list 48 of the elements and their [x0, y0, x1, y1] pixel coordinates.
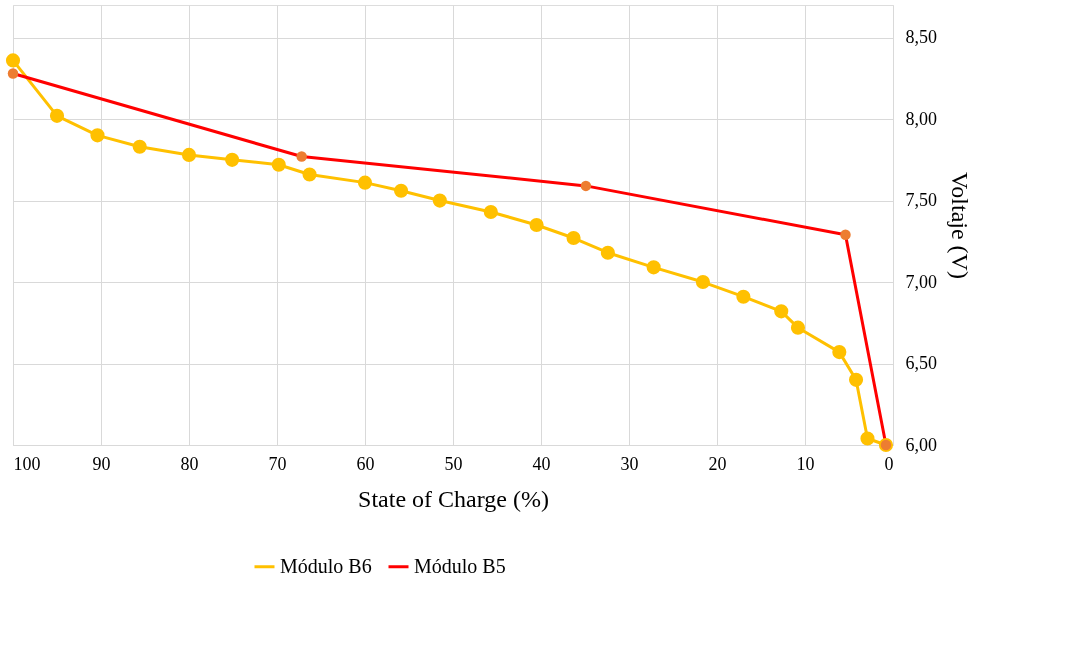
- point: [357, 175, 373, 190]
- point: [695, 274, 710, 290]
- point: [5, 53, 21, 68]
- point: [49, 108, 65, 123]
- x-tick-label: 60: [356, 453, 375, 474]
- x-tick-label: 0: [884, 453, 894, 474]
- x-tick-label: 80: [180, 453, 199, 474]
- point: [840, 229, 851, 241]
- point: [7, 68, 19, 79]
- legend-label: Módulo B6: [280, 554, 372, 577]
- point: [832, 345, 847, 360]
- y-tick-label: 8,00: [905, 108, 937, 129]
- point: [566, 230, 581, 246]
- point: [529, 217, 544, 233]
- x-tick-label: 40: [532, 453, 551, 474]
- point: [774, 304, 789, 319]
- x-tick-label: 70: [268, 453, 287, 474]
- y-tick-label: 6,00: [905, 434, 937, 455]
- point: [432, 193, 447, 208]
- point: [132, 139, 147, 154]
- point: [271, 157, 286, 172]
- x-tick-label: 50: [444, 453, 463, 474]
- legend-label: Módulo B5: [414, 554, 506, 577]
- point: [646, 260, 661, 275]
- point: [394, 183, 409, 198]
- point: [296, 151, 307, 162]
- x-tick-label: 100: [13, 453, 41, 474]
- x-tick-label: 20: [708, 453, 727, 474]
- y-tick-label: 7,50: [905, 190, 937, 211]
- y-tick-label: 6,50: [905, 353, 937, 374]
- y-axis-title: Voltaje (V): [947, 172, 973, 279]
- x-tick-label: 30: [620, 453, 639, 474]
- y-tick-label: 7,00: [905, 271, 937, 292]
- point: [483, 204, 498, 220]
- point: [225, 152, 240, 167]
- x-tick-label: 10: [796, 453, 815, 474]
- point: [848, 372, 864, 387]
- point: [790, 320, 806, 335]
- y-tick-label: 8,50: [905, 27, 937, 48]
- point: [600, 245, 615, 260]
- point: [860, 431, 875, 446]
- x-axis-title: State of Charge (%): [358, 485, 549, 512]
- point: [181, 147, 197, 162]
- point: [736, 289, 751, 304]
- point: [580, 180, 592, 192]
- point: [302, 167, 317, 182]
- x-tick-label: 90: [92, 453, 111, 474]
- point: [90, 128, 105, 143]
